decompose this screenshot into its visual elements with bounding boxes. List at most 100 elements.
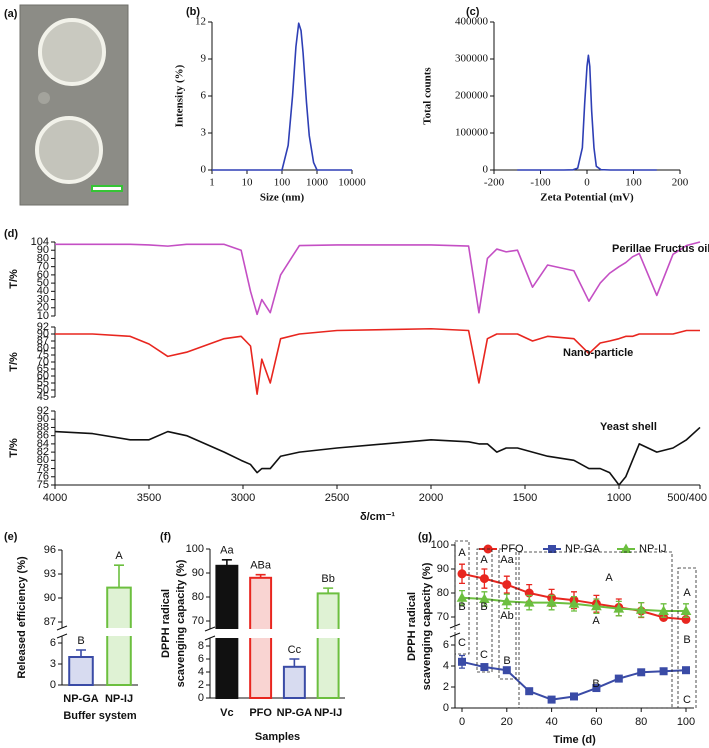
panel-label: (g) [418, 531, 432, 543]
panel-label: (d) [4, 228, 18, 240]
x-tick-label: 2500 [325, 492, 349, 504]
marker [680, 605, 692, 615]
y-tick-label: 50 [37, 384, 49, 396]
y-tick-label: 0 [201, 164, 207, 176]
y-tick-label: 6 [50, 637, 56, 649]
data-line [517, 54, 657, 171]
significance-letter: B [77, 635, 84, 647]
y-tick-label: 70 [37, 261, 49, 273]
y-tick-label: 45 [37, 391, 49, 403]
x-tick-label: NP-IJ [314, 707, 342, 719]
y-tick-label: 87 [44, 616, 56, 628]
marker [523, 597, 535, 607]
significance-letter: A [458, 547, 466, 559]
y-tick-label: 92 [37, 321, 49, 333]
y-tick-label: 100 [431, 539, 449, 551]
x-axis-label: Zeta Potential (mV) [540, 192, 634, 204]
y-tick-label: 70 [437, 611, 449, 623]
y-tick-label: 76 [37, 471, 49, 483]
y-tick-label: 2 [198, 679, 204, 691]
x-tick-label: 0 [459, 716, 465, 728]
y-tick-label: 6 [443, 639, 449, 651]
marker [547, 695, 556, 704]
y-tick-label: 6 [201, 90, 207, 102]
significance-letter: A [480, 554, 488, 566]
marker [548, 545, 556, 553]
y-tick-label: 86 [37, 430, 49, 442]
axis-break [56, 628, 140, 636]
x-tick-label: 60 [590, 716, 602, 728]
x-tick-label: 1000 [306, 177, 329, 189]
significance-letter: Aa [220, 545, 234, 557]
y-tick-label: 8 [198, 640, 204, 652]
axis-break-mark [449, 623, 461, 629]
x-tick-label: -200 [484, 177, 505, 189]
group-box [498, 548, 517, 680]
y-tick-label: 80 [437, 587, 449, 599]
x-axis-label: Size (nm) [260, 192, 305, 204]
particle [35, 116, 103, 184]
particle [38, 18, 106, 86]
marker [682, 666, 690, 675]
y-tick-label: 90 [192, 567, 204, 579]
y-tick-label: 100000 [455, 127, 489, 139]
data-line [55, 241, 701, 316]
y-tick-label: 4 [443, 660, 449, 672]
x-tick-label: 200 [672, 177, 689, 189]
marker [613, 603, 625, 613]
significance-letter: Cc [288, 644, 302, 656]
marker [458, 657, 466, 666]
x-tick-label: 4000 [43, 492, 67, 504]
y-tick-label: 60 [37, 370, 49, 382]
y-tick-label: 93 [44, 568, 56, 580]
marker [525, 687, 534, 696]
y-tick-label: 75 [37, 479, 49, 491]
significance-letter: B [458, 601, 465, 613]
scale-bar [91, 185, 123, 192]
y-tick-label: 82 [37, 446, 49, 458]
panel-label: (f) [160, 531, 171, 543]
x-tick-label: 100 [677, 716, 695, 728]
error-bar [114, 564, 124, 588]
axis-break-mark [56, 625, 68, 631]
y-tick-label: 2 [443, 681, 449, 693]
y-tick-label: 80 [192, 591, 204, 603]
marker [637, 668, 646, 677]
y-tick-label: 65 [37, 363, 49, 375]
bar [106, 586, 132, 686]
y-tick-label: 92 [37, 405, 49, 417]
error-bar [76, 649, 86, 657]
x-tick-label: 10000 [338, 177, 366, 189]
x-axis-label: Buffer system [63, 710, 137, 722]
series-label: Nano-particle [563, 347, 633, 359]
y-tick-label: 70 [192, 615, 204, 627]
y-tick-label: 88 [37, 421, 49, 433]
y-tick-label: 75 [37, 349, 49, 361]
y-tick-label: 10 [37, 310, 49, 322]
y-tick-label: 80 [37, 252, 49, 264]
marker [592, 684, 601, 693]
data-line [212, 22, 352, 171]
significance-letter: A [592, 615, 600, 627]
marker [568, 598, 580, 608]
marker [456, 592, 468, 602]
marker [658, 605, 669, 615]
y-tick-label: 84 [37, 438, 49, 450]
axis-break-mark [204, 626, 216, 632]
x-tick-label: 3500 [137, 492, 161, 504]
data-line [55, 327, 700, 395]
y-tick-label: 300000 [455, 53, 489, 65]
x-tick-label: 40 [545, 716, 557, 728]
x-tick-label: 1 [209, 177, 215, 189]
y-axis-label: T/% [8, 352, 20, 372]
y-tick-label: 90 [437, 563, 449, 575]
axis-break-mark [56, 633, 68, 639]
significance-letter: C [683, 694, 691, 706]
y-tick-label: 80 [37, 342, 49, 354]
marker [614, 674, 623, 683]
bar [316, 592, 340, 700]
significance-letter: A [605, 572, 613, 584]
y-tick-label: 90 [37, 413, 49, 425]
axis-break [449, 626, 696, 635]
x-tick-label: 1500 [513, 492, 537, 504]
